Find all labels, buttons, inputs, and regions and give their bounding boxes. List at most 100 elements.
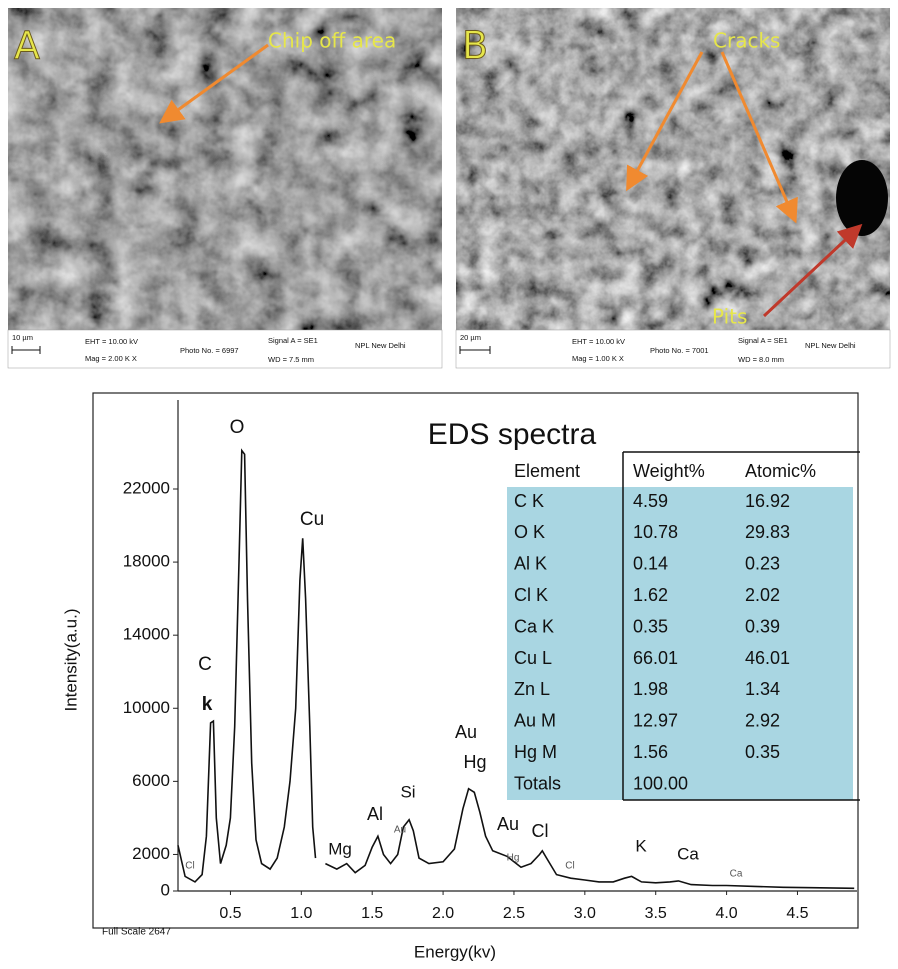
info-text: Photo No. = 6997	[180, 346, 239, 355]
footer: Full Scale 2647	[102, 927, 171, 938]
table-cell: 0.14	[633, 554, 668, 574]
scale-bar	[459, 346, 491, 354]
info-text: Photo No. = 7001	[650, 346, 709, 355]
scale-bar	[11, 346, 41, 354]
table-cell: 2.92	[745, 711, 780, 731]
table-cell: C K	[514, 491, 544, 511]
peak-label: Ca	[677, 844, 699, 863]
y-tick-label: 10000	[123, 698, 170, 717]
table-cell: 12.97	[633, 711, 678, 731]
table-cell: Hg M	[514, 742, 557, 762]
x-axis-label: Energy(kv)	[414, 942, 496, 961]
info-text: EHT = 10.00 kV	[572, 337, 625, 346]
y-axis-label: Intensity(a.u.)	[61, 609, 80, 712]
info-bar	[455, 329, 891, 369]
x-tick-label: 0.5	[219, 905, 241, 922]
peak-label: O	[230, 417, 245, 438]
x-tick-label: 4.0	[715, 905, 737, 922]
arrow	[159, 43, 269, 124]
table-cell: 0.35	[745, 742, 780, 762]
table-cell: Cu L	[514, 648, 552, 668]
x-tick-label: 4.5	[786, 905, 808, 922]
peak-label: Cu	[300, 509, 324, 530]
table-cell: 2.02	[745, 585, 780, 605]
table-cell: Zn L	[514, 679, 550, 699]
x-tick-label: 1.0	[290, 905, 312, 922]
table-cell: 29.83	[745, 522, 790, 542]
table-cell: 0.39	[745, 616, 780, 636]
table-cell: Al K	[514, 554, 547, 574]
arrow	[720, 51, 798, 224]
table-header: Weight%	[633, 461, 705, 481]
x-tick-label: 2.0	[432, 905, 454, 922]
table-body-bg	[507, 487, 853, 800]
peak-label: Hg	[463, 752, 486, 772]
info-text: NPL New Delhi	[355, 341, 406, 350]
table-cell: 1.34	[745, 679, 780, 699]
peak-label: C	[198, 654, 212, 675]
annotation: Chip off area	[268, 29, 396, 53]
chart-title: EDS spectra	[428, 418, 597, 451]
table-cell: 16.92	[745, 491, 790, 511]
table-header: Atomic%	[745, 461, 816, 481]
table-cell: Totals	[514, 773, 561, 793]
peak-label: k	[202, 694, 213, 715]
table-cell: 10.78	[633, 522, 678, 542]
table-cell: 46.01	[745, 648, 790, 668]
table-cell: 1.62	[633, 585, 668, 605]
peak-label: Cl	[532, 821, 549, 841]
sem-texture	[8, 8, 442, 330]
y-tick-label: 6000	[132, 771, 170, 790]
table-cell: 100.00	[633, 773, 688, 793]
peak-label: Cl	[185, 861, 194, 872]
peak-label: Cl	[565, 861, 574, 872]
x-tick-label: 3.5	[645, 905, 667, 922]
info-text: Mag = 2.00 K X	[85, 354, 137, 363]
info-text: Signal A = SE1	[738, 336, 788, 345]
y-tick-label: 22000	[123, 478, 170, 497]
info-text: WD = 7.5 mm	[268, 355, 314, 364]
peak-label: K	[635, 836, 647, 855]
scale-bar-label: 20 µm	[460, 333, 481, 342]
peak-label: Au	[455, 722, 477, 742]
peak-label: Au	[497, 814, 519, 834]
info-text: EHT = 10.00 kV	[85, 337, 138, 346]
annotation: Pits	[712, 305, 747, 329]
plot: 0 2000 6000 10000 14000 18000 22000 0.5 1.0 1.5 2.…	[123, 400, 857, 922]
table: Element Weight% Atomic% C K 4.59 16.92 O K 10.7…	[507, 451, 860, 801]
table-cell: 66.01	[633, 648, 678, 668]
y-tick-label: 18000	[123, 552, 170, 571]
panel-a: A Chip off area 10 µm EHT = 10.00 kV Mag…	[7, 8, 443, 369]
arrow	[626, 51, 704, 192]
peak-label: Mg	[328, 839, 352, 858]
y-tick-label: 0	[161, 880, 170, 899]
info-text: WD = 8.0 mm	[738, 355, 784, 364]
arrow	[762, 223, 863, 318]
panel-label: B	[462, 24, 488, 68]
scale-bar-label: 10 µm	[12, 333, 33, 342]
info-bar	[7, 329, 443, 369]
info-text: Signal A = SE1	[268, 336, 318, 345]
x-tick-label: 1.5	[361, 905, 383, 922]
table-header: Element	[514, 461, 580, 481]
table-cell: 1.98	[633, 679, 668, 699]
pit	[836, 160, 888, 236]
info-text: NPL New Delhi	[805, 341, 856, 350]
y-tick-label: 2000	[132, 844, 170, 863]
panel-label: A	[14, 24, 40, 68]
peak-label: Si	[400, 782, 415, 801]
annotation: Cracks	[713, 29, 780, 53]
peak-label: Al	[367, 804, 383, 824]
table-cell: 0.35	[633, 616, 668, 636]
table-cell: 0.23	[745, 554, 780, 574]
table-cell: Au M	[514, 711, 556, 731]
info-text: Mag = 1.00 K X	[572, 354, 624, 363]
sem-texture	[456, 8, 890, 330]
table-cell: Cl K	[514, 585, 548, 605]
table-cell: Ca K	[514, 616, 554, 636]
y-tick-label: 14000	[123, 625, 170, 644]
spectrum-line	[177, 448, 855, 890]
table-cell: 4.59	[633, 491, 668, 511]
x-tick-label: 3.0	[574, 905, 596, 922]
